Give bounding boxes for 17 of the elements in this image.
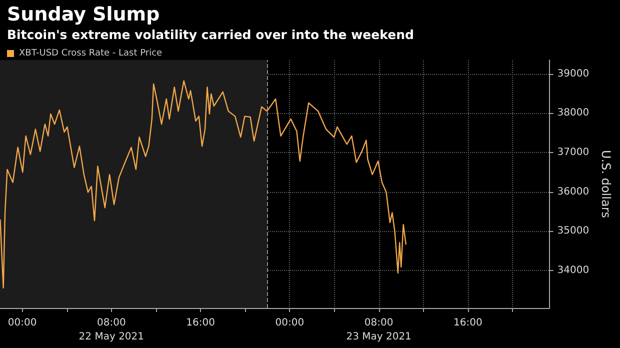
y-tick-label: 39000 xyxy=(557,68,590,80)
y-tick-label: 37000 xyxy=(557,147,590,158)
x-tick-label: 08:00 23 May 2021 xyxy=(346,318,412,342)
y-tick-label: 35000 xyxy=(557,226,590,237)
y-tick-label: 36000 xyxy=(557,186,590,198)
x-tick-label: 16:00 xyxy=(186,318,215,328)
y-tick-label: 34000 xyxy=(557,265,590,276)
line-series xyxy=(0,80,407,289)
x-tick-label: 00:00 xyxy=(8,318,37,328)
chart-subtitle: Bitcoin's extreme volatility carried over into the weekend xyxy=(7,27,414,42)
x-tick-label: 08:00 22 May 2021 xyxy=(78,318,144,342)
x-tick-label: 00:00 xyxy=(275,318,304,328)
chart-title: Sunday Slump xyxy=(7,4,160,26)
y-axis-title: U.S. dollars xyxy=(599,150,613,218)
legend-label: XBT-USD Cross Rate - Last Price xyxy=(19,48,163,58)
y-tick-label: 38000 xyxy=(557,108,590,119)
x-tick-label: 16:00 xyxy=(454,318,482,328)
